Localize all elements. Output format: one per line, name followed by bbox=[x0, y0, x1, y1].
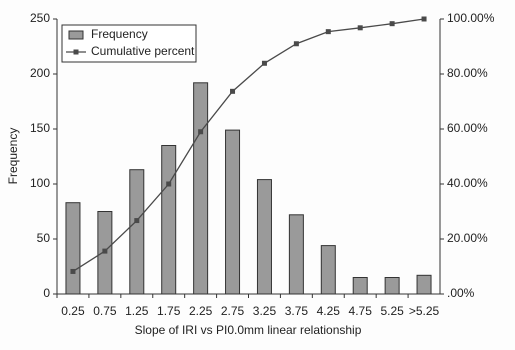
y-axis-label: Frequency bbox=[6, 128, 20, 185]
x-axis-label: Slope of IRI vs PI0.0mm linear relations… bbox=[135, 323, 362, 337]
legend-marker bbox=[73, 49, 79, 55]
bar bbox=[416, 274, 432, 295]
line-marker bbox=[357, 25, 363, 31]
bar bbox=[225, 129, 241, 295]
y2-tick-label: 40.00% bbox=[447, 176, 488, 190]
x-tick-label: 0.75 bbox=[93, 304, 117, 318]
y-tick-label: 50 bbox=[37, 231, 51, 245]
line-marker bbox=[261, 60, 267, 66]
line-marker bbox=[293, 41, 299, 47]
y-tick-label: 200 bbox=[30, 66, 50, 80]
line-marker bbox=[134, 218, 140, 224]
x-tick-label: 1.25 bbox=[125, 304, 149, 318]
x-tick-label: 4.25 bbox=[317, 304, 341, 318]
x-tick-label: 2.25 bbox=[189, 304, 213, 318]
legend-swatch bbox=[68, 30, 84, 40]
line-marker bbox=[421, 16, 427, 22]
legend-label: Cumulative percent bbox=[91, 44, 195, 58]
line-marker bbox=[166, 181, 172, 187]
x-tick-label: 5.25 bbox=[380, 304, 404, 318]
line bbox=[72, 18, 425, 272]
bar bbox=[352, 277, 368, 295]
y2-tick-label: 20.00% bbox=[447, 231, 488, 245]
bar bbox=[161, 145, 177, 295]
y2-tick-label: 100.00% bbox=[447, 11, 495, 25]
y-tick-label: 250 bbox=[30, 11, 50, 25]
x-tick-label: 1.75 bbox=[157, 304, 181, 318]
bar bbox=[65, 202, 81, 295]
y-tick-label: 150 bbox=[30, 121, 50, 135]
bar bbox=[193, 82, 209, 295]
bar bbox=[384, 277, 400, 295]
y2-tick-label: 80.00% bbox=[447, 66, 488, 80]
y2-tick-label: 60.00% bbox=[447, 121, 488, 135]
line-marker bbox=[198, 129, 204, 135]
x-tick-label: 2.75 bbox=[221, 304, 245, 318]
line-marker bbox=[70, 268, 76, 274]
bar bbox=[256, 179, 272, 295]
line-marker bbox=[102, 248, 108, 254]
x-tick-label: 0.25 bbox=[61, 304, 85, 318]
y2-tick-label: .00% bbox=[447, 286, 475, 300]
x-tick-label: 4.75 bbox=[349, 304, 373, 318]
line-marker bbox=[389, 21, 395, 27]
y-tick-label: 0 bbox=[43, 286, 50, 300]
line-marker bbox=[230, 88, 236, 94]
y-tick-label: 100 bbox=[30, 176, 50, 190]
bar bbox=[320, 245, 336, 295]
bar bbox=[129, 169, 145, 295]
x-tick-label: 3.25 bbox=[253, 304, 277, 318]
x-tick-label: 3.75 bbox=[285, 304, 309, 318]
legend-box bbox=[61, 24, 197, 63]
line-marker bbox=[325, 29, 331, 35]
bar bbox=[288, 214, 304, 295]
x-tick-label: >5.25 bbox=[409, 304, 440, 318]
legend-label: Frequency bbox=[91, 27, 148, 41]
